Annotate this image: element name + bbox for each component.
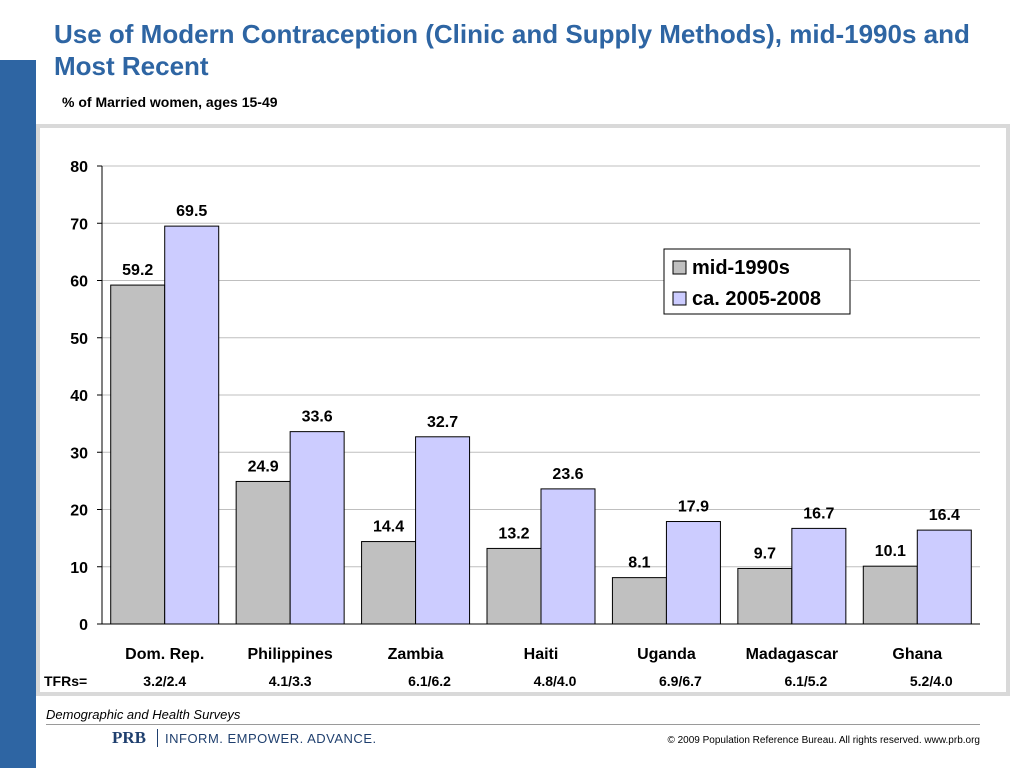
data-label: 24.9 [248,458,279,475]
data-label: 9.7 [754,545,776,562]
chart-frame: 0 10 20 30 40 50 60 70 80 59.2 24.9 14.4 13.2 8.1 9.7 1… [36,124,1010,696]
chart-area: 0 10 20 30 40 50 60 70 80 59.2 24.9 14.4 13.2 8.1 9.7 1… [40,128,1006,692]
data-label: 69.5 [176,203,207,220]
x-tick-label: Uganda [637,646,696,663]
bar-mid-1990s [862,565,918,625]
bar-mid-1990s [235,480,291,625]
tfr-value: 6.1/6.2 [408,673,451,689]
legend-swatch [672,260,687,275]
bar-mid-1990s [737,567,793,625]
data-label: 10.1 [875,543,906,560]
side-accent-bar [0,60,36,768]
bar-recent [164,225,220,625]
tfr-label: TFRs= [44,673,87,689]
bar-recent [415,436,471,625]
bar-recent [540,488,596,625]
y-tick-label: 60 [70,274,88,291]
bar-mid-1990s [486,547,542,625]
tagline: INFORM. EMPOWER. ADVANCE. [165,731,377,746]
y-tick-label: 50 [70,331,88,348]
x-tick-label: Dom. Rep. [125,646,204,663]
data-label: 16.7 [803,505,834,522]
y-tick-label: 0 [79,617,88,634]
y-tick-label: 40 [70,388,88,405]
bar-recent [289,431,345,625]
tfr-value: 3.2/2.4 [143,673,186,689]
y-tick-label: 70 [70,216,88,233]
y-tick-label: 10 [70,560,88,577]
bar-recent [665,521,721,625]
x-tick-label: Philippines [247,646,332,663]
bar-recent [791,527,847,625]
bar-mid-1990s [361,541,417,625]
bar-recent [916,529,972,625]
y-tick-label: 30 [70,445,88,462]
bar-chart: 0 10 20 30 40 50 60 70 80 59.2 24.9 14.4 13.2 8.1 9.7 1… [44,159,980,689]
x-tick-label: Zambia [388,646,444,663]
slide-title: Use of Modern Contraception (Clinic and … [54,19,970,81]
legend-box [663,248,851,315]
prb-logo: PRB [112,728,146,747]
data-label: 16.4 [929,507,960,524]
x-tick-label: Haiti [524,646,559,663]
data-label: 59.2 [122,262,153,279]
x-tick-label: Madagascar [746,646,839,663]
data-label: 8.1 [628,555,650,572]
tfr-value: 6.9/6.7 [659,673,702,689]
tfr-value: 4.8/4.0 [534,673,577,689]
tfr-value: 4.1/3.3 [269,673,312,689]
legend-label: mid-1990s [692,257,790,279]
data-label: 33.6 [302,409,333,426]
y-tick-label: 80 [70,159,88,176]
copyright-notice: © 2009 Population Reference Bureau. All … [667,735,980,746]
logo-separator [157,729,158,747]
y-tick-label: 20 [70,503,88,520]
source-note: Demographic and Health Surveys [46,707,241,722]
legend-label: ca. 2005-2008 [692,288,821,310]
legend-swatch [672,291,687,306]
bar-mid-1990s [611,577,667,625]
chart-subtitle: % of Married women, ages 15-49 [62,94,278,110]
data-label: 32.7 [427,414,458,431]
data-label: 17.9 [678,499,709,516]
data-label: 23.6 [552,466,583,483]
data-label: 13.2 [498,525,529,542]
data-label: 14.4 [373,519,404,536]
tfr-value: 5.2/4.0 [910,673,953,689]
tfr-value: 6.1/5.2 [784,673,827,689]
bar-mid-1990s [110,284,166,625]
footer-divider [46,724,980,725]
x-tick-label: Ghana [892,646,942,663]
